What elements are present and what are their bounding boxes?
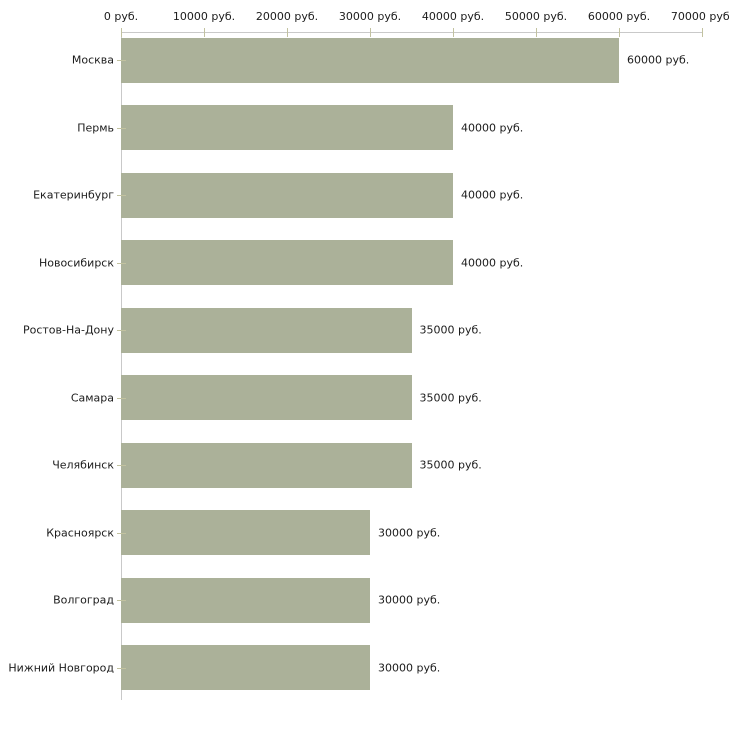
y-axis-tick xyxy=(117,397,126,399)
x-axis-tick-label: 50000 руб. xyxy=(504,10,568,23)
bar xyxy=(121,240,453,285)
category-label: Красноярск xyxy=(46,526,114,539)
x-axis-tick xyxy=(287,28,288,37)
x-axis-tick-label: 60000 руб. xyxy=(587,10,651,23)
value-label: 60000 руб. xyxy=(627,53,690,67)
y-axis-tick xyxy=(117,330,126,331)
x-axis-tick-label: 40000 руб. xyxy=(421,10,485,23)
x-axis-tick xyxy=(453,28,454,37)
x-axis-tick xyxy=(619,28,620,37)
x-axis-tick xyxy=(121,28,122,37)
y-axis-tick xyxy=(117,262,126,264)
value-label: 40000 руб. xyxy=(461,188,524,202)
bar xyxy=(121,375,412,420)
bar xyxy=(121,577,370,623)
x-axis-tick-label: 20000 руб. xyxy=(255,10,319,23)
category-label: Пермь xyxy=(77,121,114,134)
category-label: Самара xyxy=(70,391,114,404)
y-axis-tick xyxy=(117,600,126,601)
value-label: 30000 руб. xyxy=(378,593,441,607)
category-label: Нижний Новгород xyxy=(8,661,114,674)
x-axis-tick xyxy=(204,28,205,37)
y-axis-tick xyxy=(117,667,126,669)
y-axis-line xyxy=(121,32,122,700)
x-axis-tick-label: 30000 руб. xyxy=(338,10,402,23)
value-label: 35000 руб. xyxy=(419,458,482,472)
category-label: Волгоград xyxy=(53,593,114,607)
x-axis-tick-label: 0 руб. xyxy=(103,10,139,23)
bar xyxy=(121,442,412,488)
value-label: 35000 руб. xyxy=(419,323,482,337)
category-label: Москва xyxy=(71,53,114,67)
bar xyxy=(121,105,453,150)
x-axis-tick-label: 70000 руб. xyxy=(670,10,730,23)
value-label: 40000 руб. xyxy=(461,121,524,134)
x-axis-tick xyxy=(536,28,537,37)
y-axis-tick xyxy=(117,532,126,534)
value-label: 35000 руб. xyxy=(419,391,482,404)
x-axis-tick xyxy=(702,28,703,37)
category-label: Челябинск xyxy=(52,458,114,472)
bar xyxy=(121,37,619,83)
bar xyxy=(121,307,412,353)
category-label: Ростов-На-Дону xyxy=(22,323,114,337)
y-axis-tick xyxy=(117,195,126,196)
category-label: Екатеринбург xyxy=(33,188,114,202)
value-label: 30000 руб. xyxy=(378,661,441,674)
x-axis-tick xyxy=(370,28,371,37)
x-axis-tick-label: 10000 руб. xyxy=(172,10,236,23)
y-axis-tick xyxy=(117,60,126,61)
value-label: 30000 руб. xyxy=(378,526,441,539)
y-axis-tick xyxy=(117,127,126,129)
y-axis-tick xyxy=(117,465,126,466)
bar xyxy=(121,645,370,690)
bar xyxy=(121,510,370,555)
x-axis-line xyxy=(121,32,703,33)
bar xyxy=(121,172,453,218)
value-label: 40000 руб. xyxy=(461,256,524,269)
category-label: Новосибирск xyxy=(38,256,114,269)
